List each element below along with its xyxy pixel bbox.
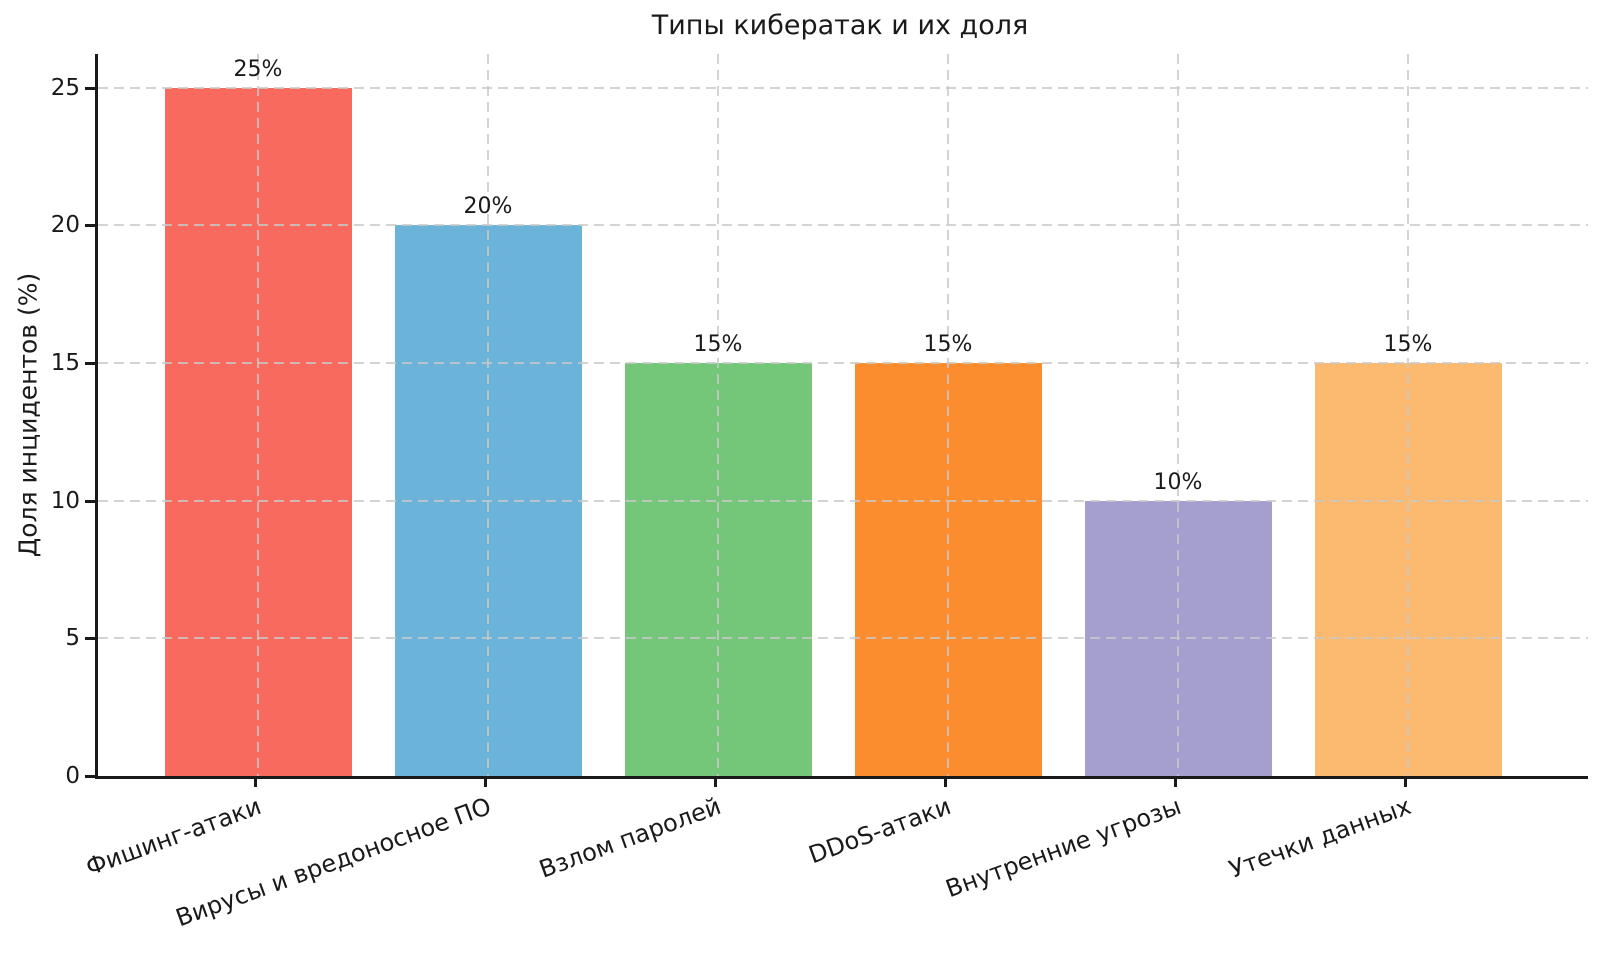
- h-gridline: [98, 637, 1588, 640]
- x-tick-mark: [714, 777, 717, 787]
- v-gridline: [257, 54, 259, 776]
- y-tick-mark: [85, 775, 95, 778]
- x-tick-label: Фишинг-атаки: [81, 792, 265, 882]
- h-gridline: [98, 224, 1588, 227]
- v-gridline: [1407, 54, 1409, 776]
- bar-value-label: 15%: [923, 332, 973, 358]
- y-tick-mark: [85, 86, 95, 90]
- x-tick-mark: [1404, 777, 1407, 787]
- y-tick-mark: [85, 499, 95, 503]
- v-gridline: [947, 54, 949, 776]
- y-tick-label: 15: [50, 350, 80, 377]
- bar-value-label: 15%: [693, 332, 743, 358]
- chart-title: Типы кибератак и их доля: [651, 10, 1029, 41]
- x-tick-label: Внутренние угрозы: [941, 792, 1185, 904]
- x-tick-label: DDoS-атаки: [804, 792, 955, 870]
- v-gridline: [487, 54, 489, 776]
- h-gridline: [98, 499, 1588, 502]
- y-tick-label: 10: [50, 487, 80, 514]
- y-tick-mark: [85, 224, 95, 228]
- v-gridline: [717, 54, 719, 776]
- v-gridline: [1177, 54, 1179, 776]
- bar-value-label: 15%: [1383, 332, 1433, 358]
- bar-value-label: 25%: [233, 56, 283, 82]
- y-tick-mark: [85, 362, 95, 366]
- h-gridline: [98, 362, 1588, 365]
- y-tick-label: 25: [50, 74, 80, 101]
- y-tick-label: 5: [65, 625, 80, 652]
- y-tick-mark: [85, 637, 95, 641]
- h-gridline: [98, 86, 1588, 89]
- x-tick-mark: [254, 777, 257, 787]
- bar-value-label: 10%: [1153, 469, 1203, 495]
- y-tick-label: 20: [50, 212, 80, 239]
- x-tick-mark: [944, 777, 947, 787]
- x-tick-mark: [1174, 777, 1177, 787]
- x-tick-label: Утечки данных: [1225, 792, 1415, 884]
- bar-value-label: 20%: [463, 194, 513, 220]
- x-tick-label: Взлом паролей: [535, 792, 725, 884]
- x-tick-mark: [484, 777, 487, 787]
- plot-area: 25% 20% 15% 15% 10% 15%: [95, 54, 1588, 779]
- y-tick-label: 0: [65, 763, 80, 789]
